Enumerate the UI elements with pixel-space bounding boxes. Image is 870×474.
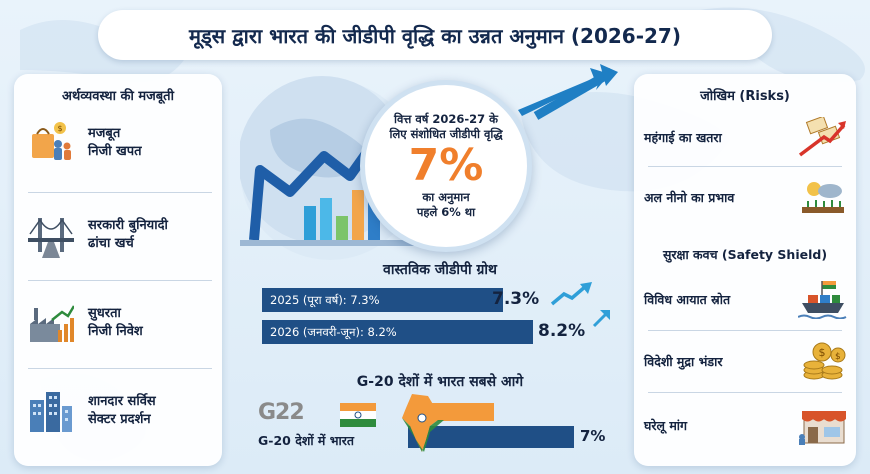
- gdp-value-2025: 7.3%: [492, 289, 540, 309]
- risks-heading: जोखिम (Risks): [700, 89, 790, 104]
- divider: [28, 368, 212, 369]
- coin-stack-icon: $ $: [803, 342, 846, 380]
- risk-item-el-nino: अल नीनो का प्रभाव: [644, 172, 848, 222]
- callout-value: 7%: [408, 140, 484, 191]
- shield-label: विदेशी मुद्रा भंडार: [644, 353, 723, 369]
- strength-line1: शानदार सर्विस: [88, 394, 156, 409]
- g20-label: G-20 देशों में भारत: [258, 433, 355, 448]
- g20-heading: G-20 देशों में भारत सबसे आगे: [356, 374, 524, 390]
- strength-item-services: शानदार सर्विस सेक्टर प्रदर्शन: [28, 376, 212, 446]
- economy-strength-panel: अर्थव्यवस्था की मजबूती $ मजबूत निजी खपत स…: [14, 74, 222, 466]
- callout-line2: लिए संशोधित जीडीपी वृद्धि: [389, 127, 503, 141]
- callout-line4: पहले 6% था: [416, 205, 476, 219]
- strength-item-investment: सुधरता निजी निवेश: [28, 288, 212, 358]
- safety-shield-heading: सुरक्षा कवच (Safety Shield): [662, 247, 828, 262]
- strength-item-consumption: $ मजबूत निजी खपत: [28, 108, 212, 178]
- price-tag-rising-icon: [798, 117, 846, 157]
- callout-line3: का अनुमान: [422, 190, 470, 204]
- india-map-icon: [402, 394, 444, 452]
- gdp-value-2026: 8.2%: [538, 321, 586, 341]
- callout-line1: वित्त वर्ष 2026-27 के: [394, 112, 498, 126]
- shopping-bag-family-icon: $: [32, 122, 71, 160]
- g20-logo: G22: [258, 400, 305, 425]
- divider: [648, 330, 842, 331]
- svg-text:$: $: [835, 352, 841, 362]
- page-title: मूड्स द्वारा भारत की जीडीपी वृद्धि का उन…: [98, 10, 772, 60]
- risks-panel: जोखिम (Risks) महंगाई का खतरा अल नीनो का …: [634, 74, 856, 466]
- divider: [648, 166, 842, 167]
- trend-up-small-icon: [592, 310, 610, 328]
- gdp-forecast-callout: वित्त वर्ष 2026-27 के लिए संशोधित जीडीपी…: [360, 80, 532, 252]
- buildings-icon: [30, 392, 72, 432]
- strength-line1: मजबूत: [88, 126, 121, 141]
- shield-label: घरेलू मांग: [644, 417, 688, 433]
- shield-label: विविध आयात स्रोत: [644, 291, 731, 307]
- strength-line1: सुधरता: [88, 306, 121, 321]
- svg-text:$: $: [819, 346, 826, 359]
- risk-item-inflation: महंगाई का खतरा: [644, 112, 848, 162]
- strength-heading: अर्थव्यवस्था की मजबूती: [62, 89, 174, 104]
- shield-item-forex: विदेशी मुद्रा भंडार $ $: [644, 336, 848, 386]
- gdp-bar-2025: 2025 (पूरा वर्ष): 7.3%: [262, 288, 503, 312]
- shield-item-imports: विविध आयात स्रोत: [644, 274, 848, 324]
- factory-growth-icon: [30, 305, 74, 342]
- strength-line2: निजी खपत: [88, 144, 142, 159]
- weather-crop-icon: [802, 182, 844, 213]
- divider: [28, 280, 212, 281]
- gdp-bar-2026: 2026 (जनवरी-जून): 8.2%: [262, 320, 533, 344]
- bridge-icon: [28, 218, 74, 258]
- g20-value: 7%: [580, 427, 606, 445]
- gdp-growth-heading: वास्तविक जीडीपी ग्रोथ: [383, 262, 497, 278]
- strength-line2: निजी निवेश: [88, 324, 143, 339]
- cargo-ship-icon: [798, 281, 847, 319]
- growth-chart-illustration: [240, 64, 618, 246]
- strength-line2: ढांचा खर्च: [88, 236, 134, 251]
- divider: [28, 192, 212, 193]
- trend-up-icon: [550, 282, 592, 306]
- divider: [648, 392, 842, 393]
- shop-icon: [799, 411, 846, 445]
- strength-item-infrastructure: सरकारी बुनियादी ढांचा खर्च: [28, 200, 212, 270]
- shield-item-domestic-demand: घरेलू मांग: [644, 400, 848, 450]
- risk-label: अल नीनो का प्रभाव: [644, 189, 735, 205]
- strength-line1: सरकारी बुनियादी: [88, 218, 168, 233]
- risk-label: महंगाई का खतरा: [644, 129, 722, 145]
- svg-text:$: $: [58, 124, 63, 133]
- strength-line2: सेक्टर प्रदर्शन: [88, 412, 151, 427]
- g20-bar-india: [408, 426, 574, 448]
- india-flag-icon: [340, 403, 376, 427]
